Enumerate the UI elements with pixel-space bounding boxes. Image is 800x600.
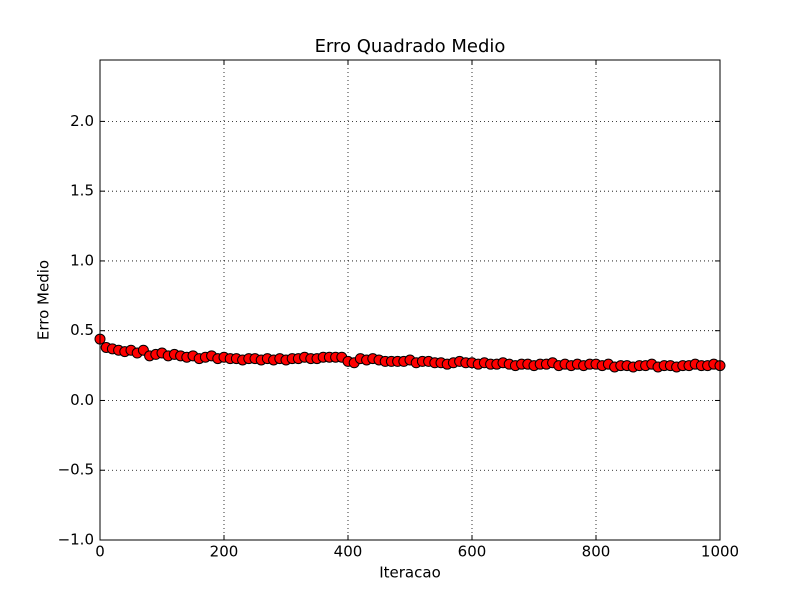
y-tick-label: 0.0 <box>70 391 94 409</box>
x-tick-label: 200 <box>210 543 239 561</box>
y-tick-label: −0.5 <box>58 461 94 479</box>
y-tick-label: 1.5 <box>70 182 94 200</box>
x-axis-label: Iteracao <box>379 564 441 582</box>
x-tick-label: 800 <box>582 543 611 561</box>
x-tick-label: 0 <box>95 543 105 561</box>
y-tick-label: −1.0 <box>58 531 94 549</box>
y-tick-label: 1.0 <box>70 251 94 269</box>
x-tick-label: 600 <box>458 543 487 561</box>
x-tick-label: 400 <box>334 543 363 561</box>
y-tick-label: 0.5 <box>70 321 94 339</box>
chart-title: Erro Quadrado Medio <box>315 36 506 57</box>
x-tick-label: 1000 <box>701 543 739 561</box>
y-axis-label: Erro Medio <box>35 260 53 340</box>
plot-frame <box>99 59 721 541</box>
y-tick-label: 2.0 <box>70 112 94 130</box>
